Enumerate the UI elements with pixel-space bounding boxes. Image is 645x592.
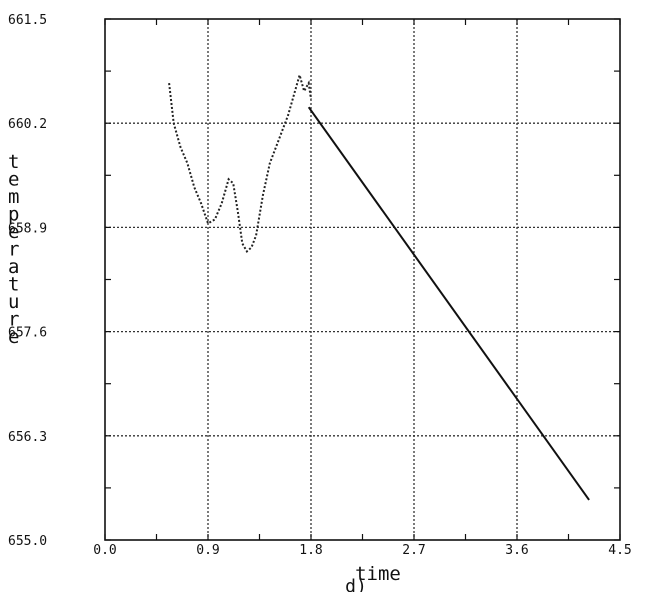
y-axis-label-char: m [8,186,19,208]
x-tick-label: 0.9 [196,543,219,558]
x-tick-label: 3.6 [505,543,528,558]
y-tick-label: 656.3 [8,430,47,445]
x-tick-labels: 0.0 0.9 1.8 2.7 3.6 4.5 [93,543,631,558]
y-axis-label-char: r [8,309,19,331]
y-tick-label: 658.9 [8,221,47,236]
x-tick-label: 1.8 [299,543,322,558]
y-axis-label-char: r [8,239,19,261]
y-axis-label-char: t [8,151,19,173]
axis-ticks [104,18,621,541]
y-axis-label-char: e [8,326,19,348]
x-tick-label: 0.0 [93,543,116,558]
y-axis-label-char: a [8,256,19,278]
series-line-solid [307,106,590,501]
y-tick-label: 655.0 [8,534,47,549]
y-axis-label-char: e [8,221,19,243]
x-axis-label: time [355,563,401,585]
series-layer [168,71,590,501]
y-axis-label-char: e [8,169,19,191]
y-tick-label: 657.6 [8,326,47,341]
y-tick-label: 660.2 [8,117,47,132]
chart-caption: d) [345,576,367,592]
plot-frame [104,18,621,541]
y-axis-label-char: u [8,291,19,313]
y-axis-label-char: t [8,274,19,296]
y-tick-label: 661.5 [8,13,47,28]
grid [105,19,620,540]
series-line-dotted [168,71,312,253]
x-tick-label: 4.5 [608,543,631,558]
x-tick-label: 2.7 [402,543,425,558]
y-tick-labels: 655.0 656.3 657.6 658.9 660.2 661.5 [8,13,47,549]
y-axis-label-char: p [8,204,19,226]
